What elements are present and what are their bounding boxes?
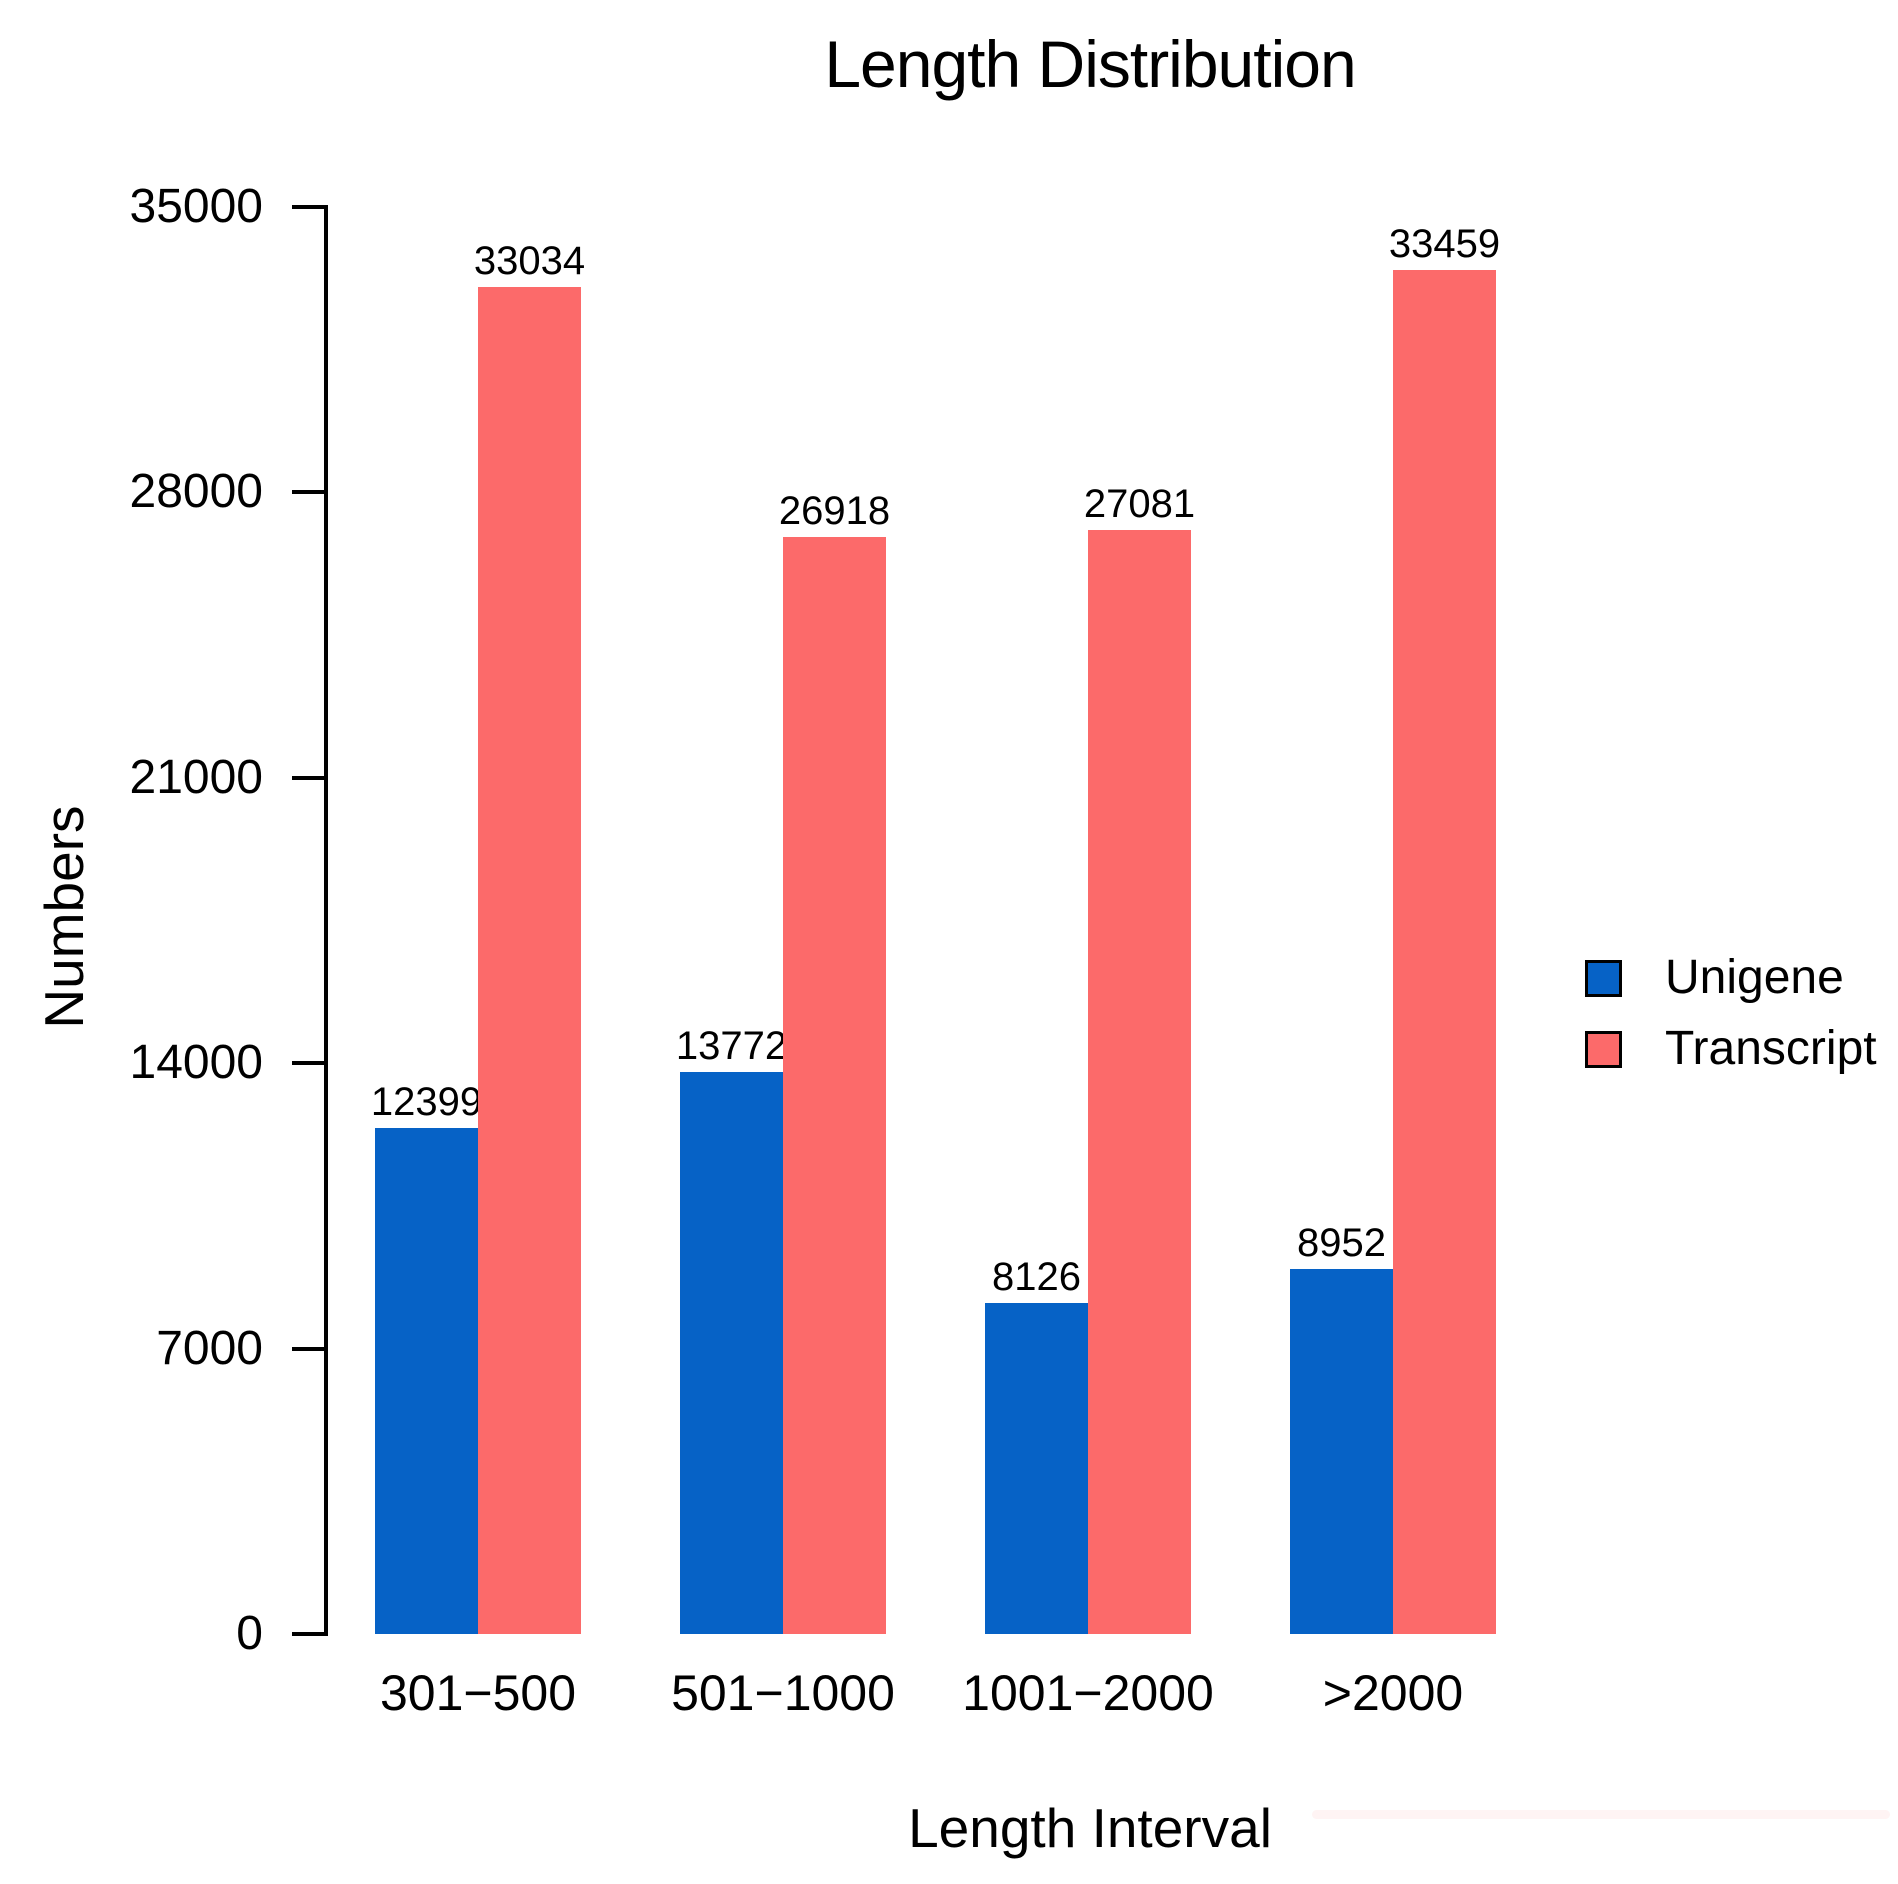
unigene-swatch-icon xyxy=(1585,959,1622,997)
y-tick-label: 28000 xyxy=(129,465,263,519)
legend-label: Transcript xyxy=(1665,1022,1877,1075)
bar-value-label: 13772 xyxy=(675,1024,788,1069)
bar-unigene-1 xyxy=(375,1128,478,1634)
bar-value-label: 27081 xyxy=(1083,481,1196,526)
y-tick-label: 14000 xyxy=(129,1036,263,1090)
y-tick-label: 0 xyxy=(236,1607,263,1660)
y-tick-mark xyxy=(292,490,324,495)
legend-item-unigene: Unigene xyxy=(1585,953,1877,1003)
bar-value-label: 26918 xyxy=(778,488,891,533)
bar-transcript-2 xyxy=(783,536,886,1634)
x-category-label: >2000 xyxy=(1322,1665,1464,1721)
y-tick-mark xyxy=(292,205,324,209)
bar-value-label: 12399 xyxy=(370,1080,483,1125)
bar-value-label: 8952 xyxy=(1297,1221,1386,1265)
decorative-strip xyxy=(1312,1810,1890,1819)
bar-value-label: 8126 xyxy=(992,1254,1081,1299)
y-tick-mark xyxy=(292,1061,324,1066)
y-tick-mark xyxy=(292,1346,324,1351)
bar-value-label: 33034 xyxy=(473,239,586,284)
bar-value-label: 33459 xyxy=(1388,221,1501,266)
transcript-swatch-icon xyxy=(1585,1030,1622,1068)
bar-transcript-4 xyxy=(1393,269,1496,1634)
y-tick-label: 35000 xyxy=(129,180,263,233)
x-category-label: 501−1000 xyxy=(671,1665,895,1721)
x-category-label: 301−500 xyxy=(379,1665,577,1721)
bar-transcript-1 xyxy=(478,287,581,1634)
legend-item-transcript: Transcript xyxy=(1585,1024,1877,1074)
bar-unigene-3 xyxy=(985,1302,1088,1634)
y-axis-line xyxy=(324,205,328,1636)
chart-title: Length Distribution xyxy=(824,27,1356,101)
y-tick-label: 7000 xyxy=(156,1321,263,1375)
x-axis-title: Length Interval xyxy=(908,1797,1272,1859)
legend: Unigene Transcript xyxy=(1585,953,1877,1074)
legend-label: Unigene xyxy=(1665,951,1844,1004)
bar-unigene-2 xyxy=(680,1072,783,1634)
y-tick-label: 21000 xyxy=(129,750,263,804)
x-category-label: 1001−2000 xyxy=(962,1665,1214,1721)
y-tick-mark xyxy=(292,775,324,780)
y-tick-mark xyxy=(292,1632,324,1636)
bar-unigene-4 xyxy=(1290,1269,1393,1634)
bar-transcript-3 xyxy=(1088,529,1191,1634)
